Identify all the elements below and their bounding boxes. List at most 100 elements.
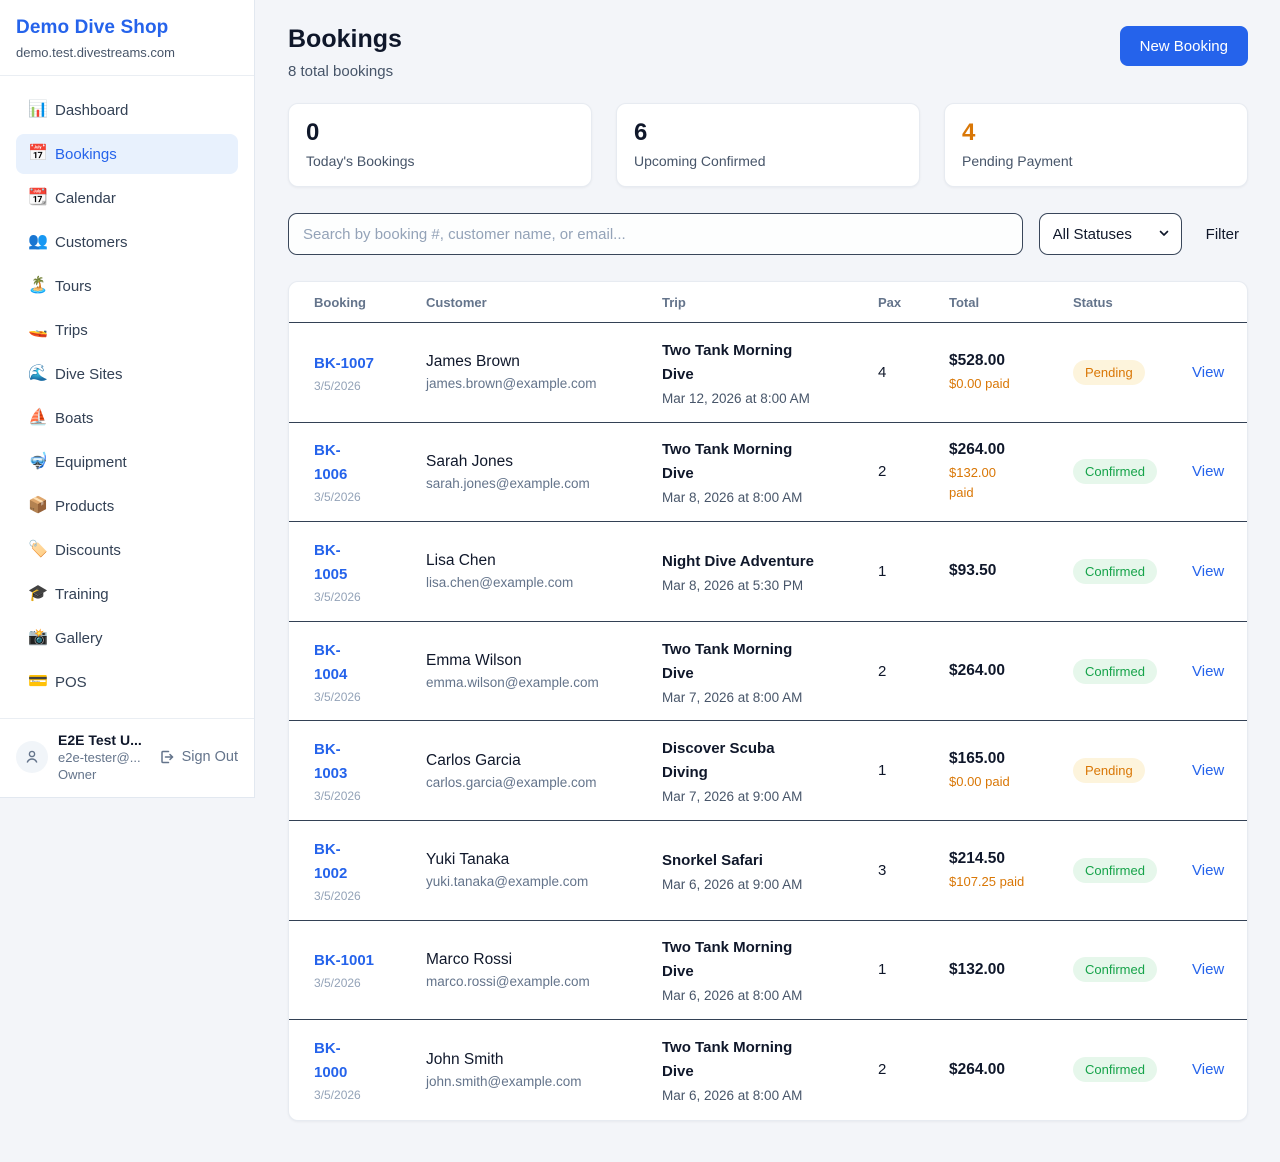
table-row: BK- 1000 3/5/2026 John Smith john.smith@… [289, 1020, 1247, 1120]
customer-name: Emma Wilson [426, 652, 522, 670]
booking-date: 3/5/2026 [314, 490, 361, 505]
booking-id-link[interactable]: BK- 1006 [314, 442, 348, 484]
person-icon [26, 750, 38, 763]
sidebar-item-label: Trips [55, 321, 88, 339]
sidebar-item-label: Equipment [55, 453, 127, 471]
logout-icon [160, 750, 173, 764]
booking-id-link[interactable]: BK- 1000 [314, 1040, 348, 1082]
diving-mask-icon: 🤿 [28, 453, 48, 470]
trip-name: Snorkel Safari [662, 851, 763, 869]
sidebar-item-boats[interactable]: ⛵ Boats [16, 398, 238, 438]
view-link[interactable]: View [1192, 762, 1225, 780]
view-link[interactable]: View [1192, 463, 1225, 481]
trip-datetime: Mar 6, 2026 at 8:00 AM [662, 988, 803, 1004]
view-link[interactable]: View [1192, 562, 1225, 580]
booking-id-link[interactable]: BK- 1005 [314, 541, 348, 583]
sidebar-item-discounts[interactable]: 🏷️ Discounts [16, 530, 238, 570]
trip-datetime: Mar 7, 2026 at 8:00 AM [662, 689, 803, 705]
shop-domain: demo.test.divestreams.com [16, 45, 175, 60]
avatar [16, 741, 48, 773]
wave-icon: 🌊 [28, 365, 48, 382]
table-row: BK- 1004 3/5/2026 Emma Wilson emma.wilso… [289, 622, 1247, 722]
pax-count: 1 [878, 562, 887, 580]
col-status: Status [1073, 294, 1113, 310]
sidebar-item-label: Training [55, 585, 109, 603]
sidebar-item-products[interactable]: 📦 Products [16, 486, 238, 526]
pax-count: 2 [878, 1061, 887, 1079]
user-name: E2E Test U... [58, 732, 142, 748]
sign-out-button[interactable]: Sign Out [159, 749, 238, 765]
table-row: BK-1001 3/5/2026 Marco Rossi marco.rossi… [289, 921, 1247, 1021]
search-input[interactable] [288, 213, 1023, 255]
sidebar-item-trips[interactable]: 🚤 Trips [16, 310, 238, 350]
paid-amount: $107.25 paid [949, 873, 1025, 889]
pax-count: 1 [878, 762, 887, 780]
booking-id-link[interactable]: BK- 1002 [314, 840, 348, 882]
sidebar-item-label: Bookings [55, 145, 117, 163]
booking-date: 3/5/2026 [314, 976, 361, 991]
sidebar-item-label: Gallery [55, 629, 103, 647]
pax-count: 2 [878, 463, 887, 481]
status-badge: Confirmed [1073, 1057, 1157, 1083]
booking-date: 3/5/2026 [314, 689, 361, 704]
view-link[interactable]: View [1192, 662, 1225, 680]
stat-value: 0 [306, 119, 320, 146]
trip-name: Two Tank Morning Dive [662, 341, 793, 383]
sidebar-item-label: Dashboard [55, 101, 129, 119]
status-badge: Pending [1073, 758, 1145, 784]
tag-icon: 🏷️ [28, 541, 48, 558]
customer-name: Lisa Chen [426, 552, 496, 570]
customer-name: James Brown [426, 353, 520, 371]
trip-datetime: Mar 12, 2026 at 8:00 AM [662, 390, 810, 406]
total-amount: $264.00 [949, 662, 1006, 680]
booking-id-link[interactable]: BK- 1004 [314, 641, 348, 683]
booking-date: 3/5/2026 [314, 888, 361, 903]
sidebar-item-gallery[interactable]: 📸 Gallery [16, 618, 238, 658]
customer-email: carlos.garcia@example.com [426, 774, 597, 790]
col-pax: Pax [878, 294, 902, 310]
package-icon: 📦 [28, 497, 48, 514]
sidebar-item-dive-sites[interactable]: 🌊 Dive Sites [16, 354, 238, 394]
customer-name: Marco Rossi [426, 950, 513, 968]
view-link[interactable]: View [1192, 1061, 1225, 1079]
sidebar-item-training[interactable]: 🎓 Training [16, 574, 238, 614]
paid-amount: $0.00 paid [949, 773, 1010, 789]
trip-name: Two Tank Morning Dive [662, 939, 793, 981]
sidebar-item-tours[interactable]: 🏝️ Tours [16, 266, 238, 306]
table-row: BK-1007 3/5/2026 James Brown james.brown… [289, 323, 1247, 423]
main-content: Bookings 8 total bookings New Booking 0 … [255, 0, 1280, 1121]
status-badge: Confirmed [1073, 558, 1157, 584]
view-link[interactable]: View [1192, 961, 1225, 979]
booking-date: 3/5/2026 [314, 589, 361, 604]
customer-email: john.smith@example.com [426, 1073, 582, 1089]
sidebar-item-dashboard[interactable]: 📊 Dashboard [16, 90, 238, 130]
booking-id-link[interactable]: BK-1001 [314, 952, 375, 970]
total-amount: $264.00 [949, 1060, 1006, 1078]
page-title: Bookings [288, 25, 402, 53]
status-filter-select[interactable]: All Statuses [1038, 213, 1182, 255]
booking-id-link[interactable]: BK- 1003 [314, 741, 348, 783]
total-amount: $264.00 [949, 441, 1006, 459]
booking-id-link[interactable]: BK-1007 [314, 354, 375, 372]
new-booking-button[interactable]: New Booking [1119, 26, 1248, 66]
sidebar-item-bookings[interactable]: 📅 Bookings [16, 134, 238, 174]
sidebar-item-pos[interactable]: 💳 POS [16, 662, 238, 702]
view-link[interactable]: View [1192, 363, 1225, 381]
stats-row: 0 Today's Bookings 6 Upcoming Confirmed … [288, 103, 1248, 187]
sidebar-item-customers[interactable]: 👥 Customers [16, 222, 238, 262]
customer-email: yuki.tanaka@example.com [426, 874, 589, 890]
sidebar-item-equipment[interactable]: 🤿 Equipment [16, 442, 238, 482]
speedboat-icon: 🚤 [28, 321, 48, 338]
sign-out-label: Sign Out [181, 749, 238, 765]
view-link[interactable]: View [1192, 861, 1225, 879]
customer-email: emma.wilson@example.com [426, 675, 599, 691]
filter-button[interactable]: Filter [1205, 225, 1239, 243]
bookings-table: Booking Customer Trip Pax Total Status B… [288, 281, 1248, 1121]
status-badge: Confirmed [1073, 857, 1157, 883]
sidebar-item-calendar[interactable]: 📆 Calendar [16, 178, 238, 218]
filter-bar: All Statuses Filter [288, 213, 1248, 255]
sidebar-item-label: Calendar [55, 189, 116, 207]
sidebar-item-label: Products [55, 497, 115, 515]
trip-datetime: Mar 6, 2026 at 8:00 AM [662, 1088, 803, 1104]
user-email: e2e-tester@... [58, 750, 141, 765]
